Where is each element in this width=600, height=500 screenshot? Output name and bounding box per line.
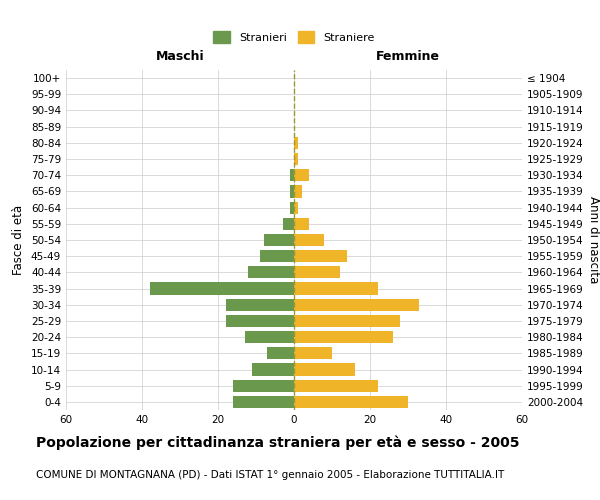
- Bar: [294, 364, 355, 376]
- Y-axis label: Fasce di età: Fasce di età: [13, 205, 25, 275]
- Bar: [260, 250, 294, 262]
- Bar: [263, 234, 294, 246]
- Bar: [226, 298, 294, 311]
- Bar: [294, 153, 298, 165]
- Text: Maschi: Maschi: [155, 50, 205, 63]
- Bar: [290, 186, 294, 198]
- Bar: [248, 266, 294, 278]
- Text: COMUNE DI MONTAGNANA (PD) - Dati ISTAT 1° gennaio 2005 - Elaborazione TUTTITALIA: COMUNE DI MONTAGNANA (PD) - Dati ISTAT 1…: [36, 470, 504, 480]
- Bar: [290, 169, 294, 181]
- Bar: [294, 282, 377, 294]
- Bar: [294, 380, 377, 392]
- Bar: [294, 266, 340, 278]
- Bar: [294, 396, 408, 408]
- Bar: [290, 202, 294, 213]
- Bar: [233, 380, 294, 392]
- Bar: [233, 396, 294, 408]
- Bar: [294, 298, 419, 311]
- Text: Femmine: Femmine: [376, 50, 440, 63]
- Bar: [294, 202, 298, 213]
- Bar: [294, 169, 309, 181]
- Bar: [294, 331, 393, 343]
- Bar: [268, 348, 294, 360]
- Legend: Stranieri, Straniere: Stranieri, Straniere: [210, 28, 378, 46]
- Bar: [245, 331, 294, 343]
- Bar: [294, 218, 309, 230]
- Bar: [294, 137, 298, 149]
- Y-axis label: Anni di nascita: Anni di nascita: [587, 196, 600, 284]
- Bar: [294, 234, 325, 246]
- Bar: [294, 315, 400, 327]
- Bar: [294, 250, 347, 262]
- Bar: [149, 282, 294, 294]
- Bar: [226, 315, 294, 327]
- Bar: [252, 364, 294, 376]
- Text: Popolazione per cittadinanza straniera per età e sesso - 2005: Popolazione per cittadinanza straniera p…: [36, 435, 520, 450]
- Bar: [294, 348, 332, 360]
- Bar: [283, 218, 294, 230]
- Bar: [294, 186, 302, 198]
